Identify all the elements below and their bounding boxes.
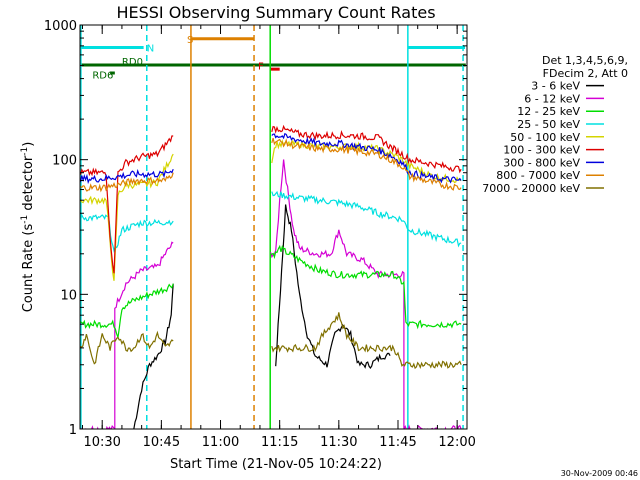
x-tick-label: 10:30 xyxy=(83,435,120,450)
series-line-7 xyxy=(271,137,462,191)
series-line-3 xyxy=(80,213,174,253)
x-tick-label: 11:30 xyxy=(320,435,357,450)
series-line-6 xyxy=(80,168,174,185)
vertical-markers xyxy=(80,25,464,429)
x-tick-label: 11:00 xyxy=(202,435,239,450)
series-line-0 xyxy=(133,283,174,429)
flag-labels: N S F RD0 RD6 xyxy=(92,35,264,82)
y-tick-label: 10 xyxy=(60,288,77,303)
legend-label: 800 - 7000 keV xyxy=(496,169,580,182)
series-line-1 xyxy=(81,241,174,429)
series-line-8 xyxy=(80,330,174,365)
series-line-1 xyxy=(270,159,462,429)
y-tick-label: 100 xyxy=(52,154,77,169)
legend-label: 100 - 300 keV xyxy=(503,144,580,157)
series-line-5 xyxy=(80,135,174,274)
chart-title: HESSI Observing Summary Count Rates xyxy=(116,3,435,22)
x-axis-label: Start Time (21-Nov-05 10:24:22) xyxy=(170,457,382,472)
x-axis: 10:30 10:45 11:00 11:15 11:30 11:45 12:00 xyxy=(81,25,476,450)
legend-label: 7000 - 20000 keV xyxy=(482,182,580,195)
flag-label: N xyxy=(147,44,154,55)
flag-label: RD0 xyxy=(122,57,143,68)
y-axis-label: Count Rate (s-1 detector-1) xyxy=(20,142,36,313)
legend-header: Det 1,3,4,5,6,9, xyxy=(542,54,628,67)
x-tick-label: 10:45 xyxy=(143,435,180,450)
plot-frame xyxy=(79,24,468,430)
legend: Det 1,3,4,5,6,9,FDecim 2, Att 03 - 6 keV… xyxy=(482,54,628,195)
series-line-3 xyxy=(271,190,462,248)
legend-label: 50 - 100 keV xyxy=(510,131,580,144)
series-line-6 xyxy=(271,132,462,184)
legend-label: 12 - 25 keV xyxy=(517,105,580,118)
legend-label: 3 - 6 keV xyxy=(531,80,580,93)
series-line-7 xyxy=(80,172,174,193)
x-tick-label: 11:15 xyxy=(261,435,298,450)
legend-label: 25 - 50 keV xyxy=(517,118,580,131)
footer-date: 30-Nov-2009 00:46 xyxy=(561,469,638,478)
series-line-2 xyxy=(270,244,462,330)
y-tick-label: 1000 xyxy=(44,19,77,34)
legend-label: 300 - 800 keV xyxy=(503,156,580,169)
legend-label: 6 - 12 keV xyxy=(524,92,580,105)
y-axis: 1 10 100 1000 xyxy=(44,19,467,438)
flag-label: S xyxy=(187,35,193,46)
flag-label: F xyxy=(258,62,264,73)
y-tick-label: 1 xyxy=(69,423,77,438)
series-line-0 xyxy=(275,204,391,370)
x-tick-label: 12:00 xyxy=(438,435,475,450)
series-line-5 xyxy=(271,124,462,174)
x-tick-label: 11:45 xyxy=(379,435,416,450)
legend-header: FDecim 2, Att 0 xyxy=(543,67,628,80)
flag-label: RD6 xyxy=(92,70,113,81)
series-line-8 xyxy=(271,312,462,370)
series-lines xyxy=(80,124,462,429)
flag-bars xyxy=(80,37,466,75)
series-line-2 xyxy=(80,283,174,340)
